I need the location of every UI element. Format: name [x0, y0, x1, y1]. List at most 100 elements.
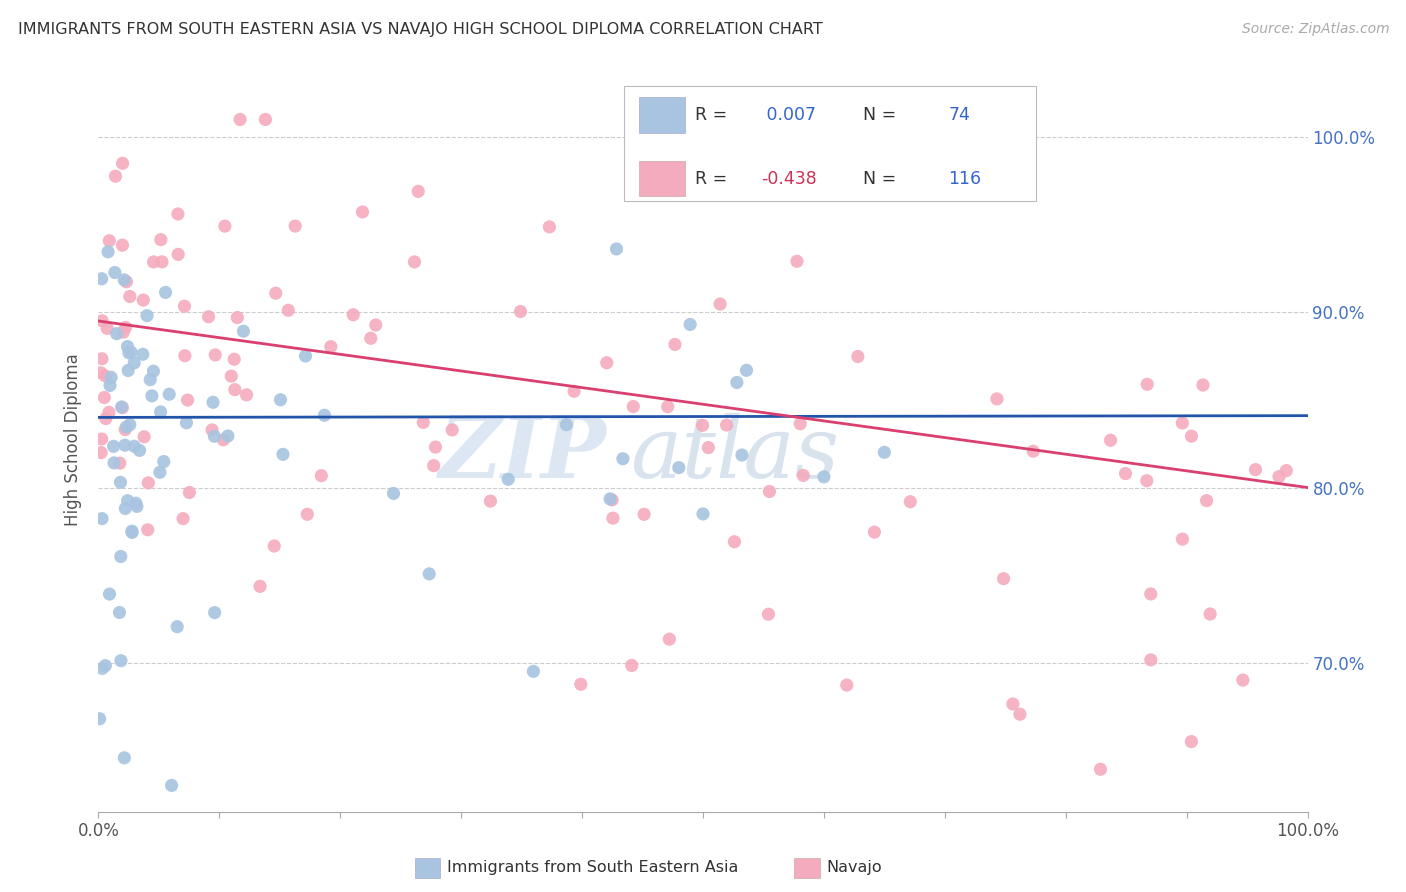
Point — [149, 465, 172, 479]
Point — [224, 383, 246, 397]
Point — [179, 485, 201, 500]
Point — [103, 439, 125, 453]
Point — [1192, 378, 1215, 392]
Point — [217, 429, 239, 443]
Point — [873, 445, 896, 459]
Point — [596, 356, 619, 370]
Point — [360, 331, 382, 345]
Point — [91, 511, 114, 525]
Point — [121, 524, 143, 538]
Point — [863, 525, 886, 540]
Point — [166, 620, 188, 634]
Text: R =: R = — [695, 169, 733, 187]
Point — [731, 448, 754, 462]
Point — [496, 472, 519, 486]
Point — [139, 373, 162, 387]
Point — [792, 468, 814, 483]
Point — [172, 511, 194, 525]
Point — [115, 420, 138, 434]
Point — [342, 308, 364, 322]
Point — [679, 318, 702, 332]
Point — [846, 350, 869, 364]
Point — [114, 320, 136, 334]
Point — [97, 244, 120, 259]
Point — [600, 492, 623, 507]
Point — [104, 169, 127, 184]
Text: Immigrants from South Eastern Asia: Immigrants from South Eastern Asia — [447, 861, 738, 875]
Point — [422, 458, 444, 473]
Point — [91, 314, 114, 328]
Point — [132, 347, 155, 361]
Text: 116: 116 — [949, 169, 981, 187]
Text: IMMIGRANTS FROM SOUTH EASTERN ASIA VS NAVAJO HIGH SCHOOL DIPLOMA CORRELATION CHA: IMMIGRANTS FROM SOUTH EASTERN ASIA VS NA… — [18, 22, 823, 37]
Point — [254, 112, 277, 127]
Text: atlas: atlas — [630, 413, 839, 496]
Point — [98, 234, 121, 248]
Point — [605, 242, 627, 256]
Point — [986, 392, 1008, 406]
Point — [118, 346, 141, 360]
Point — [229, 112, 252, 127]
Point — [602, 511, 624, 525]
Point — [657, 400, 679, 414]
Text: 0.007: 0.007 — [761, 106, 815, 124]
Point — [269, 392, 291, 407]
Point — [94, 411, 117, 425]
Point — [658, 632, 681, 647]
Point — [412, 416, 434, 430]
Point — [1180, 734, 1202, 748]
Point — [725, 376, 748, 390]
Point — [271, 447, 294, 461]
Point — [758, 484, 780, 499]
Point — [1268, 469, 1291, 483]
Point — [111, 238, 134, 252]
Point — [311, 468, 333, 483]
Point — [1136, 377, 1159, 392]
FancyBboxPatch shape — [638, 97, 685, 133]
Point — [235, 388, 257, 402]
Point — [160, 779, 183, 793]
Point — [110, 400, 132, 414]
Point — [1140, 653, 1163, 667]
Point — [813, 470, 835, 484]
Point — [633, 508, 655, 522]
Point — [90, 445, 112, 459]
Point — [176, 393, 198, 408]
Point — [114, 501, 136, 516]
Point — [723, 534, 745, 549]
Point — [94, 368, 117, 383]
Point — [149, 233, 172, 247]
Point — [224, 352, 246, 367]
Point — [562, 384, 585, 399]
Point — [1001, 697, 1024, 711]
Point — [115, 275, 138, 289]
Point — [98, 587, 121, 601]
Point — [201, 423, 224, 437]
Point — [103, 456, 125, 470]
Text: N =: N = — [852, 169, 901, 187]
Point — [522, 665, 544, 679]
Point — [214, 219, 236, 233]
Point — [110, 549, 132, 564]
Point — [150, 255, 173, 269]
Point — [108, 606, 131, 620]
Point — [112, 273, 135, 287]
Point — [758, 607, 780, 622]
Point — [599, 491, 621, 506]
Point — [319, 340, 342, 354]
Point — [1008, 707, 1031, 722]
Point — [264, 286, 287, 301]
Point — [716, 418, 738, 433]
Point — [197, 310, 219, 324]
Point — [167, 247, 190, 261]
Point — [94, 658, 117, 673]
Point — [173, 349, 195, 363]
Point — [364, 318, 387, 332]
Point — [118, 289, 141, 303]
Point — [125, 500, 148, 514]
Point — [114, 423, 136, 437]
Point — [152, 454, 174, 468]
Y-axis label: High School Diploma: High School Diploma — [65, 353, 83, 525]
Point — [111, 401, 134, 415]
Point — [226, 310, 249, 325]
